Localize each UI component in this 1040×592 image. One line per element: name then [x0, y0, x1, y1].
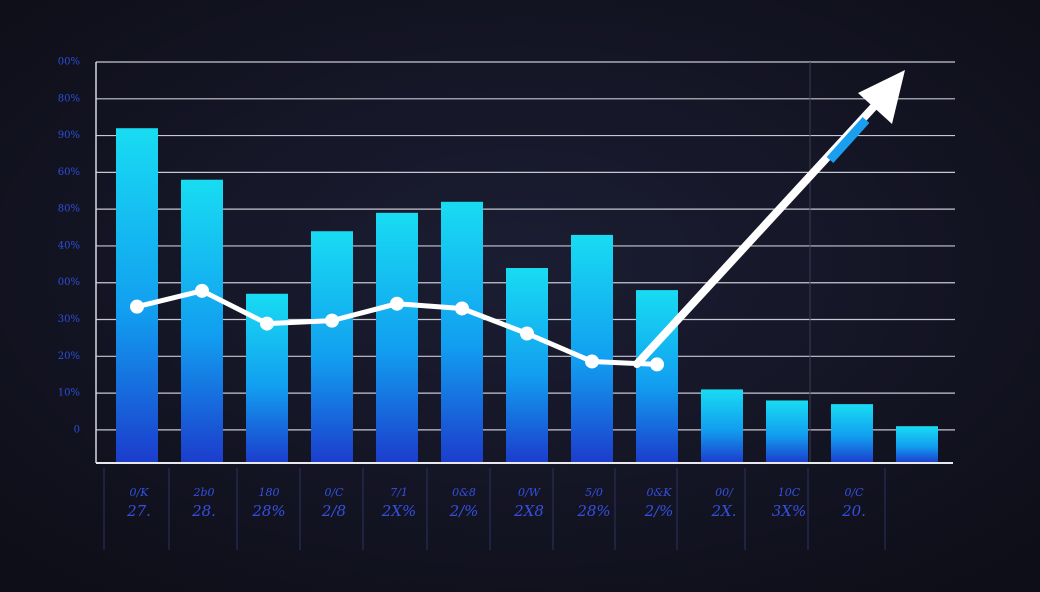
bar — [831, 404, 873, 463]
bar — [636, 290, 678, 463]
line-point — [650, 357, 664, 372]
line-point — [520, 326, 534, 341]
bars — [116, 128, 938, 464]
x-tick-label: 180 — [259, 486, 280, 499]
y-tick-label: 00% — [58, 277, 80, 288]
y-tick-label: 10% — [58, 388, 80, 399]
line-point — [455, 301, 469, 316]
bar — [116, 128, 158, 463]
trend-arrow-accent — [826, 116, 870, 164]
x-tick-label: 5/0 — [585, 486, 603, 499]
bar — [896, 426, 938, 463]
y-tick-label: 20% — [58, 351, 80, 362]
x-tick-sublabel: 2/% — [644, 502, 674, 520]
y-tick-label: 80% — [58, 93, 80, 104]
y-tick-label: 0 — [74, 424, 80, 435]
line-series — [130, 283, 664, 372]
x-tick-sublabel: 2X% — [381, 502, 416, 520]
arrow-head — [858, 70, 905, 124]
bar — [311, 231, 353, 463]
bar — [766, 400, 808, 463]
x-labels: 0/K 27. 2b0 28. 180 28% 0/C 2/8 7/1 2X% 0&8 2/% 0/W 2… — [103, 468, 886, 550]
bar — [701, 389, 743, 463]
x-tick-label: 0/K — [130, 486, 150, 499]
x-tick-label: 2b0 — [192, 486, 214, 499]
y-tick-label: 30% — [58, 314, 80, 325]
x-tick-label: 0/C — [844, 486, 864, 499]
line-point — [325, 313, 339, 328]
x-tick-sublabel: 28. — [191, 502, 216, 520]
x-tick-label: 10C — [778, 486, 801, 499]
line-point — [195, 283, 209, 298]
x-tick-label: 0&8 — [452, 486, 476, 499]
line-point — [130, 299, 144, 314]
y-tick-label: 80% — [58, 204, 80, 215]
y-tick-label: 90% — [58, 130, 80, 141]
x-tick-label: 00/ — [715, 486, 734, 499]
x-tick-sublabel: 20. — [841, 502, 866, 520]
line-point — [390, 296, 404, 311]
x-tick-label: 0/W — [518, 486, 542, 499]
bar — [441, 201, 483, 464]
line-point — [260, 316, 274, 331]
x-tick-label: 0/C — [324, 486, 344, 499]
x-tick-sublabel: 2/% — [449, 502, 479, 520]
x-tick-sublabel: 3X% — [772, 502, 806, 520]
x-tick-sublabel: 2X8 — [513, 502, 544, 520]
grid: 00% 80% 90% 60% 80% 40% 00% 30% 20% 10% 0 — [58, 57, 955, 435]
x-tick-label: 0&K — [646, 486, 672, 499]
bar — [181, 179, 223, 463]
bar — [376, 212, 418, 463]
x-tick-sublabel: 28% — [251, 502, 285, 520]
bar — [571, 234, 613, 463]
bar — [506, 268, 548, 463]
y-tick-label: 40% — [58, 240, 80, 251]
y-tick-label: 60% — [58, 167, 80, 178]
x-tick-sublabel: 28% — [576, 502, 610, 520]
x-tick-label: 7/1 — [390, 486, 408, 499]
y-tick-label: 00% — [58, 57, 80, 68]
line-point — [585, 354, 599, 369]
x-tick-sublabel: 27. — [126, 502, 151, 520]
x-tick-sublabel: 2X. — [711, 502, 737, 520]
x-tick-sublabel: 2/8 — [321, 502, 346, 520]
